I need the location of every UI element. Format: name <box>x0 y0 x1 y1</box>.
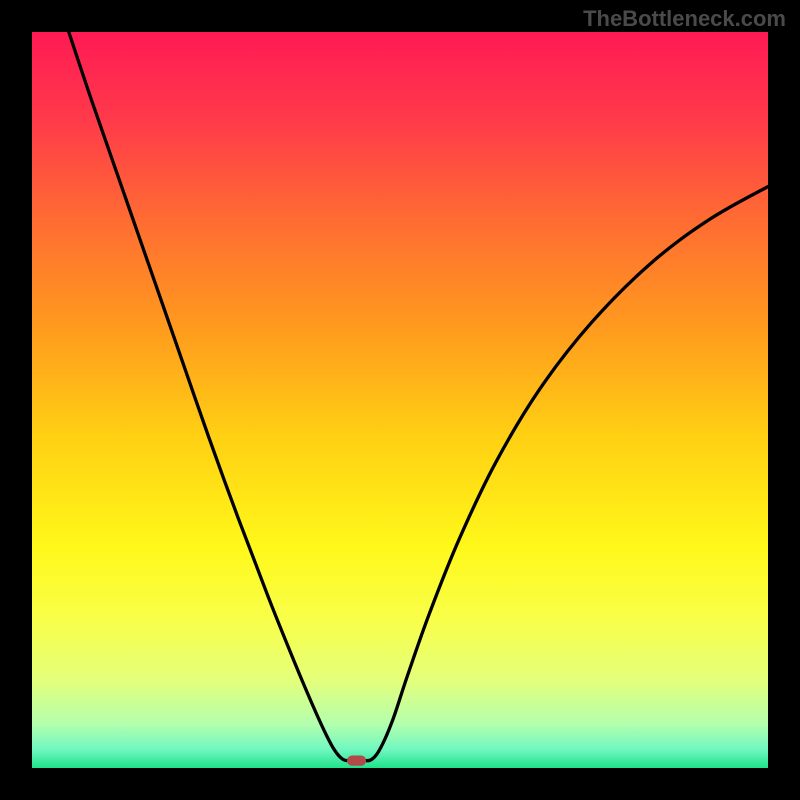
chart-plot-area <box>32 32 768 768</box>
optimum-marker <box>32 32 768 768</box>
watermark-text: TheBottleneck.com <box>583 6 786 32</box>
